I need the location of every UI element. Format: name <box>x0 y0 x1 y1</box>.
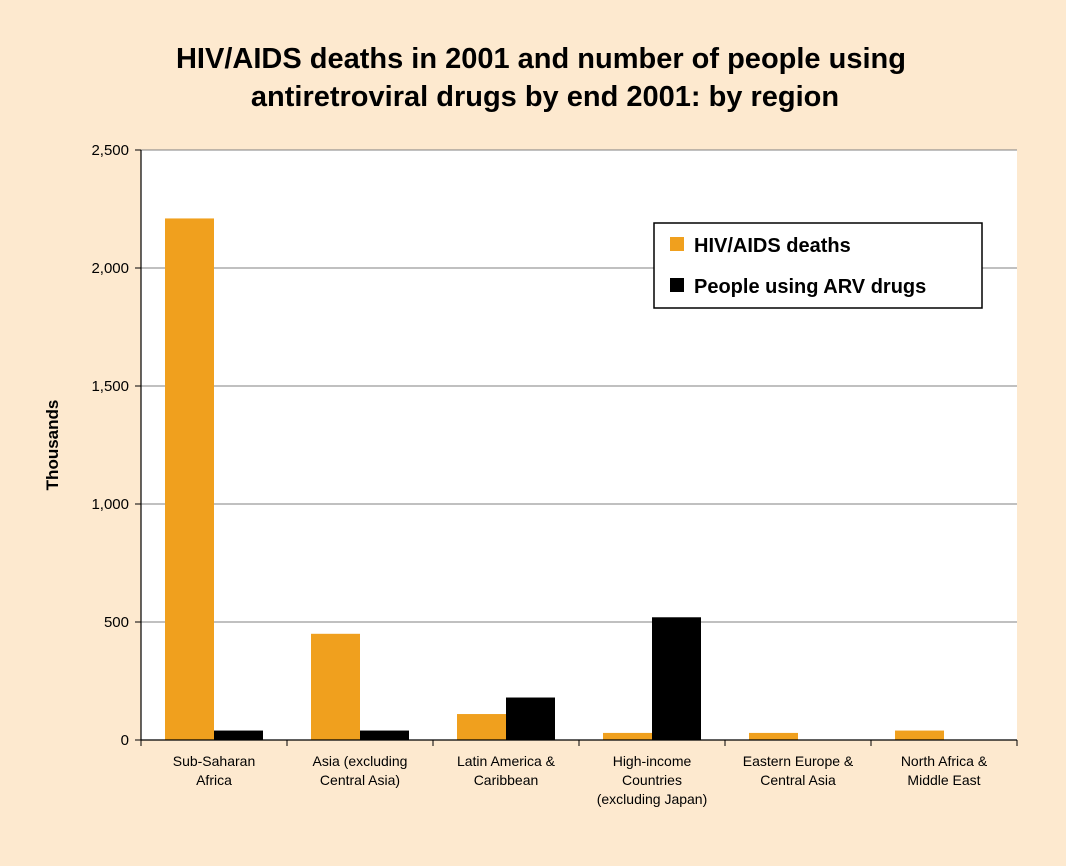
gridlines <box>141 149 1017 623</box>
y-tick-label-2: 1,000 <box>91 496 129 513</box>
legend-label-hiv-aids-deaths: HIV/AIDS deaths <box>694 235 851 257</box>
bar-s0-c5 <box>895 730 944 740</box>
chart-title-line-2: antiretroviral drugs by end 2001: by reg… <box>251 81 839 113</box>
bar-s1-c3 <box>652 617 701 740</box>
x-category-label-5-line-1: Middle East <box>907 772 980 788</box>
legend-swatch-hiv-aids-deaths <box>670 237 684 251</box>
x-category-label-3-line-2: (excluding Japan) <box>597 791 708 807</box>
x-category-label-2-line-1: Caribbean <box>474 772 539 788</box>
x-category-label-4: Eastern Europe & Central Asia <box>743 753 854 788</box>
x-category-label-0-line-0: Sub-Saharan <box>173 753 256 769</box>
chart-title-line-1: HIV/AIDS deaths in 2001 and number of pe… <box>176 43 906 75</box>
bar-s0-c3 <box>603 732 652 740</box>
x-category-label-2-line-0: Latin America & <box>457 753 556 769</box>
x-category-label-1: Asia (excluding Central Asia) <box>313 753 408 788</box>
y-tick-label-1: 500 <box>104 614 129 631</box>
y-tick-label-0: 0 <box>121 732 129 749</box>
bar-s1-c0 <box>214 730 263 740</box>
x-category-label-2: Latin America & Caribbean <box>457 753 556 788</box>
x-category-label-3-line-1: Countries <box>622 772 682 788</box>
bar-s0-c4 <box>749 732 798 740</box>
y-tick-label-5: 2,500 <box>91 142 129 159</box>
bar-s0-c0 <box>165 218 214 740</box>
x-category-label-0-line-1: Africa <box>196 772 232 788</box>
x-category-labels: Sub-Saharan Africa Asia (excluding Central … <box>173 753 988 807</box>
legend-box <box>653 222 983 309</box>
bar-s1-c1 <box>360 730 409 740</box>
x-category-label-1-line-1: Central Asia) <box>320 772 400 788</box>
x-category-label-1-line-0: Asia (excluding <box>313 753 408 769</box>
legend: HIV/AIDS deaths People using ARV drugs <box>653 222 983 309</box>
x-category-label-4-line-0: Eastern Europe & <box>743 753 854 769</box>
x-category-label-5-line-0: North Africa & <box>901 753 988 769</box>
x-category-label-5: North Africa & Middle East <box>901 753 988 788</box>
legend-label-people-using-arv-drugs: People using ARV drugs <box>694 276 926 298</box>
x-category-label-4-line-1: Central Asia <box>760 772 836 788</box>
legend-swatch-people-using-arv-drugs <box>670 278 684 292</box>
bars <box>165 218 944 740</box>
bar-s0-c2 <box>457 714 506 740</box>
y-tick-label-4: 2,000 <box>91 260 129 277</box>
chart-title: HIV/AIDS deaths in 2001 and number of pe… <box>176 43 914 113</box>
y-tick-label-3: 1,500 <box>91 378 129 395</box>
bar-s1-c2 <box>506 697 555 740</box>
y-axis-label: Thousands <box>43 400 62 491</box>
x-category-label-3-line-0: High-income <box>613 753 692 769</box>
x-category-label-0: Sub-Saharan Africa <box>173 753 256 788</box>
y-tick-labels: 0 500 1,000 1,500 2,000 2,500 <box>91 142 129 749</box>
axes <box>135 149 1018 746</box>
x-category-label-3: High-income Countries (excluding Japan) <box>597 753 708 807</box>
bar-s0-c1 <box>311 633 360 740</box>
